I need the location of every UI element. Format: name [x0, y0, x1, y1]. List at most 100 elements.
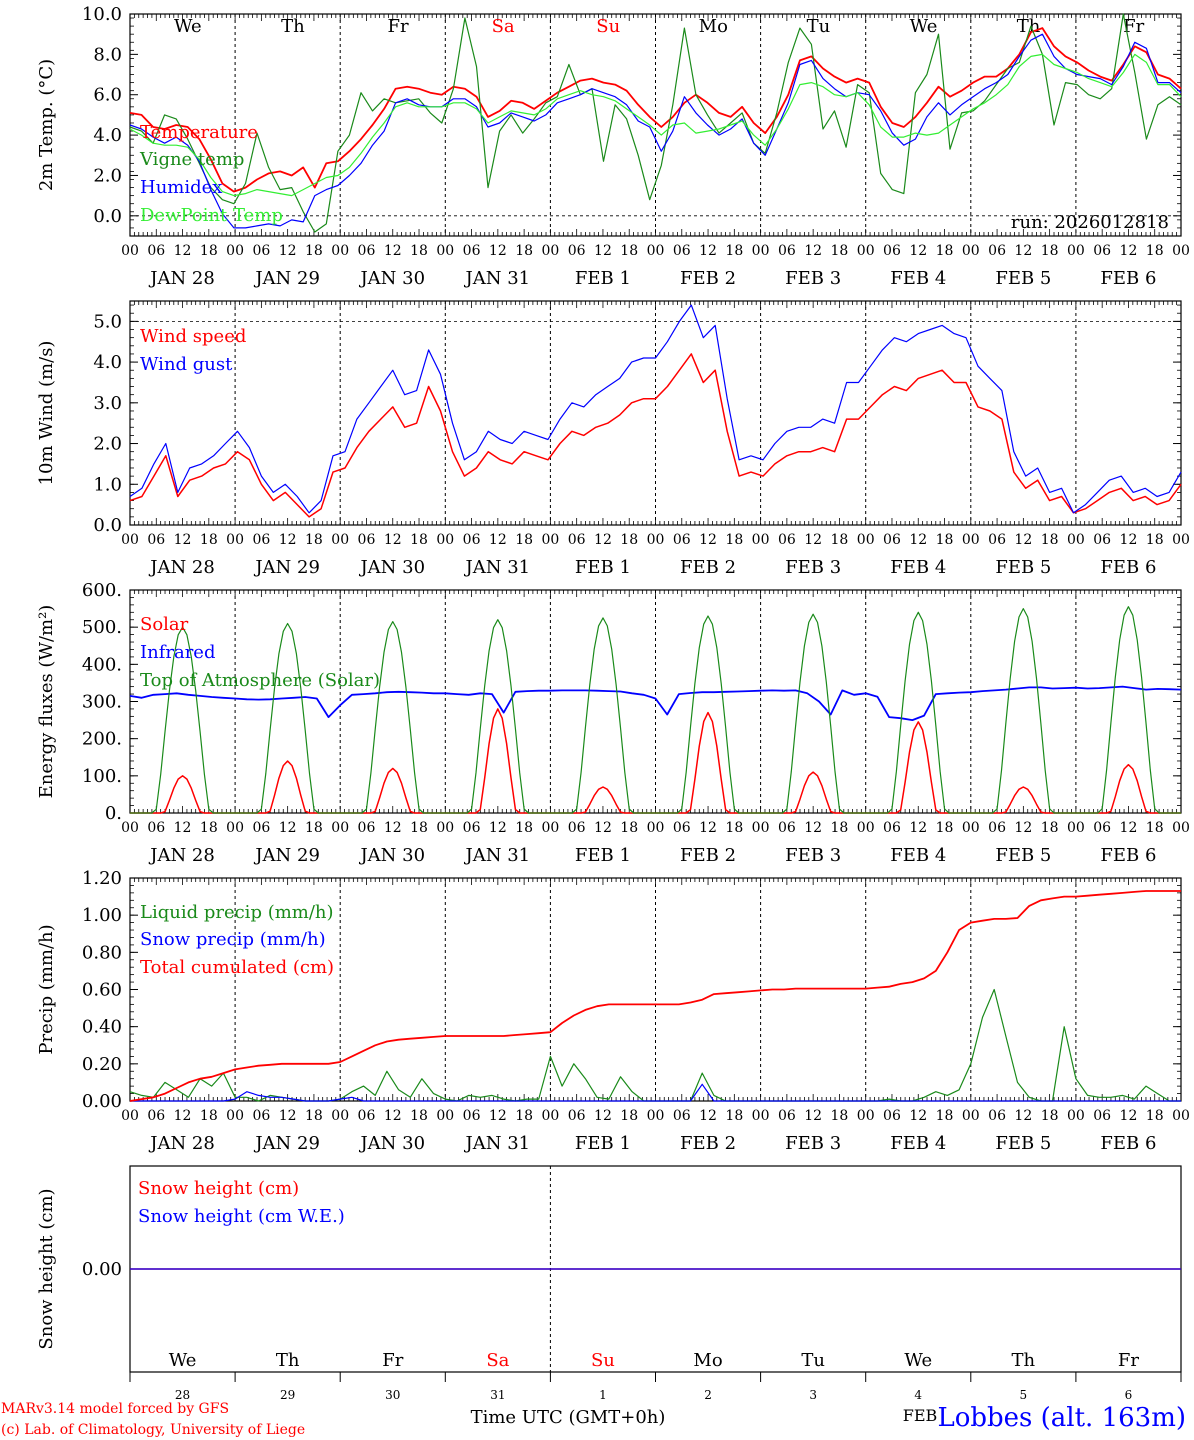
- hour-tick-label: 06: [568, 243, 586, 259]
- hour-tick-label: 00: [436, 243, 454, 259]
- panel-temperature: 00 06 12 18 00 06 12 18 00 06 12 18 00 06 12 18 00 06 12 18…: [36, 4, 1190, 289]
- hour-tick-label: 18: [725, 532, 743, 548]
- weekday-label: Fr: [382, 1350, 403, 1371]
- hour-tick-label: 00: [436, 820, 454, 836]
- hour-tick-label: 12: [489, 532, 507, 548]
- hour-tick-label: 12: [174, 532, 192, 548]
- hour-tick-label: 06: [463, 243, 481, 259]
- hour-tick-label: 06: [252, 243, 270, 259]
- weekday-label: Mo: [693, 1350, 722, 1371]
- hour-tick-label: 18: [410, 532, 428, 548]
- weekday-label: Su: [596, 16, 620, 37]
- hour-tick-label: 12: [279, 1108, 297, 1124]
- hour-tick-label: 00: [331, 820, 349, 836]
- date-label: JAN 28: [148, 557, 215, 578]
- hour-tick-label: 00: [752, 1108, 770, 1124]
- hour-tick-label: 12: [1120, 532, 1138, 548]
- date-label: JAN 31: [464, 1133, 531, 1154]
- date-label: JAN 29: [253, 557, 320, 578]
- hour-tick-label: 18: [200, 1108, 218, 1124]
- hour-tick-label: 06: [778, 820, 796, 836]
- hour-tick-label: 18: [515, 820, 533, 836]
- day-number-label: 3: [809, 1388, 817, 1402]
- hour-tick-label: 18: [200, 532, 218, 548]
- hour-tick-label: 12: [1014, 1108, 1032, 1124]
- date-label: FEB 5: [995, 845, 1051, 866]
- hour-tick-label: 12: [279, 243, 297, 259]
- date-label: FEB 3: [785, 1133, 841, 1154]
- date-label: FEB 1: [575, 1133, 631, 1154]
- hour-tick-label: 12: [909, 243, 927, 259]
- date-label: FEB 5: [995, 1133, 1051, 1154]
- hour-tick-label: 00: [1067, 820, 1085, 836]
- hour-tick-label: 12: [1120, 1108, 1138, 1124]
- hour-tick-label: 00: [226, 532, 244, 548]
- hour-tick-label: 06: [358, 243, 376, 259]
- hour-tick-label: 00: [541, 532, 559, 548]
- hour-tick-label: 18: [936, 532, 954, 548]
- weekday-label: Sa: [486, 1350, 509, 1371]
- y-tick-label: 100.: [82, 766, 122, 787]
- date-label: FEB 2: [680, 557, 736, 578]
- day-number-label: 31: [490, 1388, 505, 1402]
- hour-tick-label: 00: [962, 1108, 980, 1124]
- hour-tick-label: 12: [594, 532, 612, 548]
- hour-tick-label: 12: [804, 820, 822, 836]
- hour-tick-label: 18: [936, 1108, 954, 1124]
- date-label: FEB 6: [1100, 1133, 1156, 1154]
- hour-tick-label: 18: [620, 243, 638, 259]
- hour-tick-label: 06: [988, 1108, 1006, 1124]
- y-tick-label: 1.20: [82, 868, 122, 889]
- hour-tick-label: 18: [831, 1108, 849, 1124]
- y-tick-label: 500.: [82, 617, 122, 638]
- day-number-label: 1: [599, 1388, 607, 1402]
- y-tick-label: 4.0: [93, 125, 122, 146]
- hour-tick-label: 00: [1172, 243, 1190, 259]
- y-tick-label: 2.0: [93, 165, 122, 186]
- y-tick-label: 0.20: [82, 1054, 122, 1075]
- hour-tick-label: 00: [857, 532, 875, 548]
- date-label: FEB 1: [575, 845, 631, 866]
- hour-tick-label: 06: [463, 820, 481, 836]
- series-line-dewpoint-temp: [129, 53, 1182, 197]
- hour-tick-label: 00: [647, 1108, 665, 1124]
- day-number-label: 28: [175, 1388, 190, 1402]
- hour-tick-label: 12: [384, 532, 402, 548]
- hour-tick-label: 00: [752, 532, 770, 548]
- hour-tick-label: 06: [358, 820, 376, 836]
- y-tick-label: 0.0: [93, 515, 122, 536]
- hour-tick-label: 18: [410, 820, 428, 836]
- date-label: FEB 1: [575, 268, 631, 289]
- hour-tick-label: 18: [620, 532, 638, 548]
- date-label: FEB 5: [995, 557, 1051, 578]
- hour-tick-label: 06: [147, 243, 165, 259]
- weekday-label: We: [904, 1350, 932, 1371]
- legend-entry: Liquid precip (mm/h): [140, 902, 334, 923]
- legend-entry: Wind speed: [140, 326, 246, 347]
- hour-tick-label: 12: [699, 532, 717, 548]
- hour-tick-label: 00: [647, 820, 665, 836]
- footer-model: MARv3.14 model forced by GFS: [1, 1401, 229, 1417]
- hour-tick-label: 12: [804, 243, 822, 259]
- date-label: JAN 29: [253, 845, 320, 866]
- date-label: JAN 31: [464, 557, 531, 578]
- hour-tick-label: 18: [305, 820, 323, 836]
- series-line-wind-speed: [129, 353, 1182, 518]
- hour-tick-label: 12: [279, 820, 297, 836]
- hour-tick-label: 00: [541, 243, 559, 259]
- legend-entry: Infrared: [140, 642, 215, 663]
- hour-tick-label: 18: [620, 820, 638, 836]
- hour-tick-label: 18: [305, 243, 323, 259]
- panel-frame: [129, 300, 1182, 526]
- y-axis-title: 10m Wind (m/s): [36, 341, 57, 486]
- hour-tick-label: 12: [1120, 243, 1138, 259]
- date-label: FEB 4: [890, 557, 946, 578]
- hour-tick-label: 00: [331, 532, 349, 548]
- hour-tick-label: 18: [515, 532, 533, 548]
- hour-tick-label: 12: [909, 820, 927, 836]
- hour-tick-label: 12: [174, 243, 192, 259]
- weekday-label: Fr: [1118, 1350, 1139, 1371]
- hour-tick-label: 12: [699, 243, 717, 259]
- station-label: Lobbes (alt. 163m): [937, 1403, 1186, 1433]
